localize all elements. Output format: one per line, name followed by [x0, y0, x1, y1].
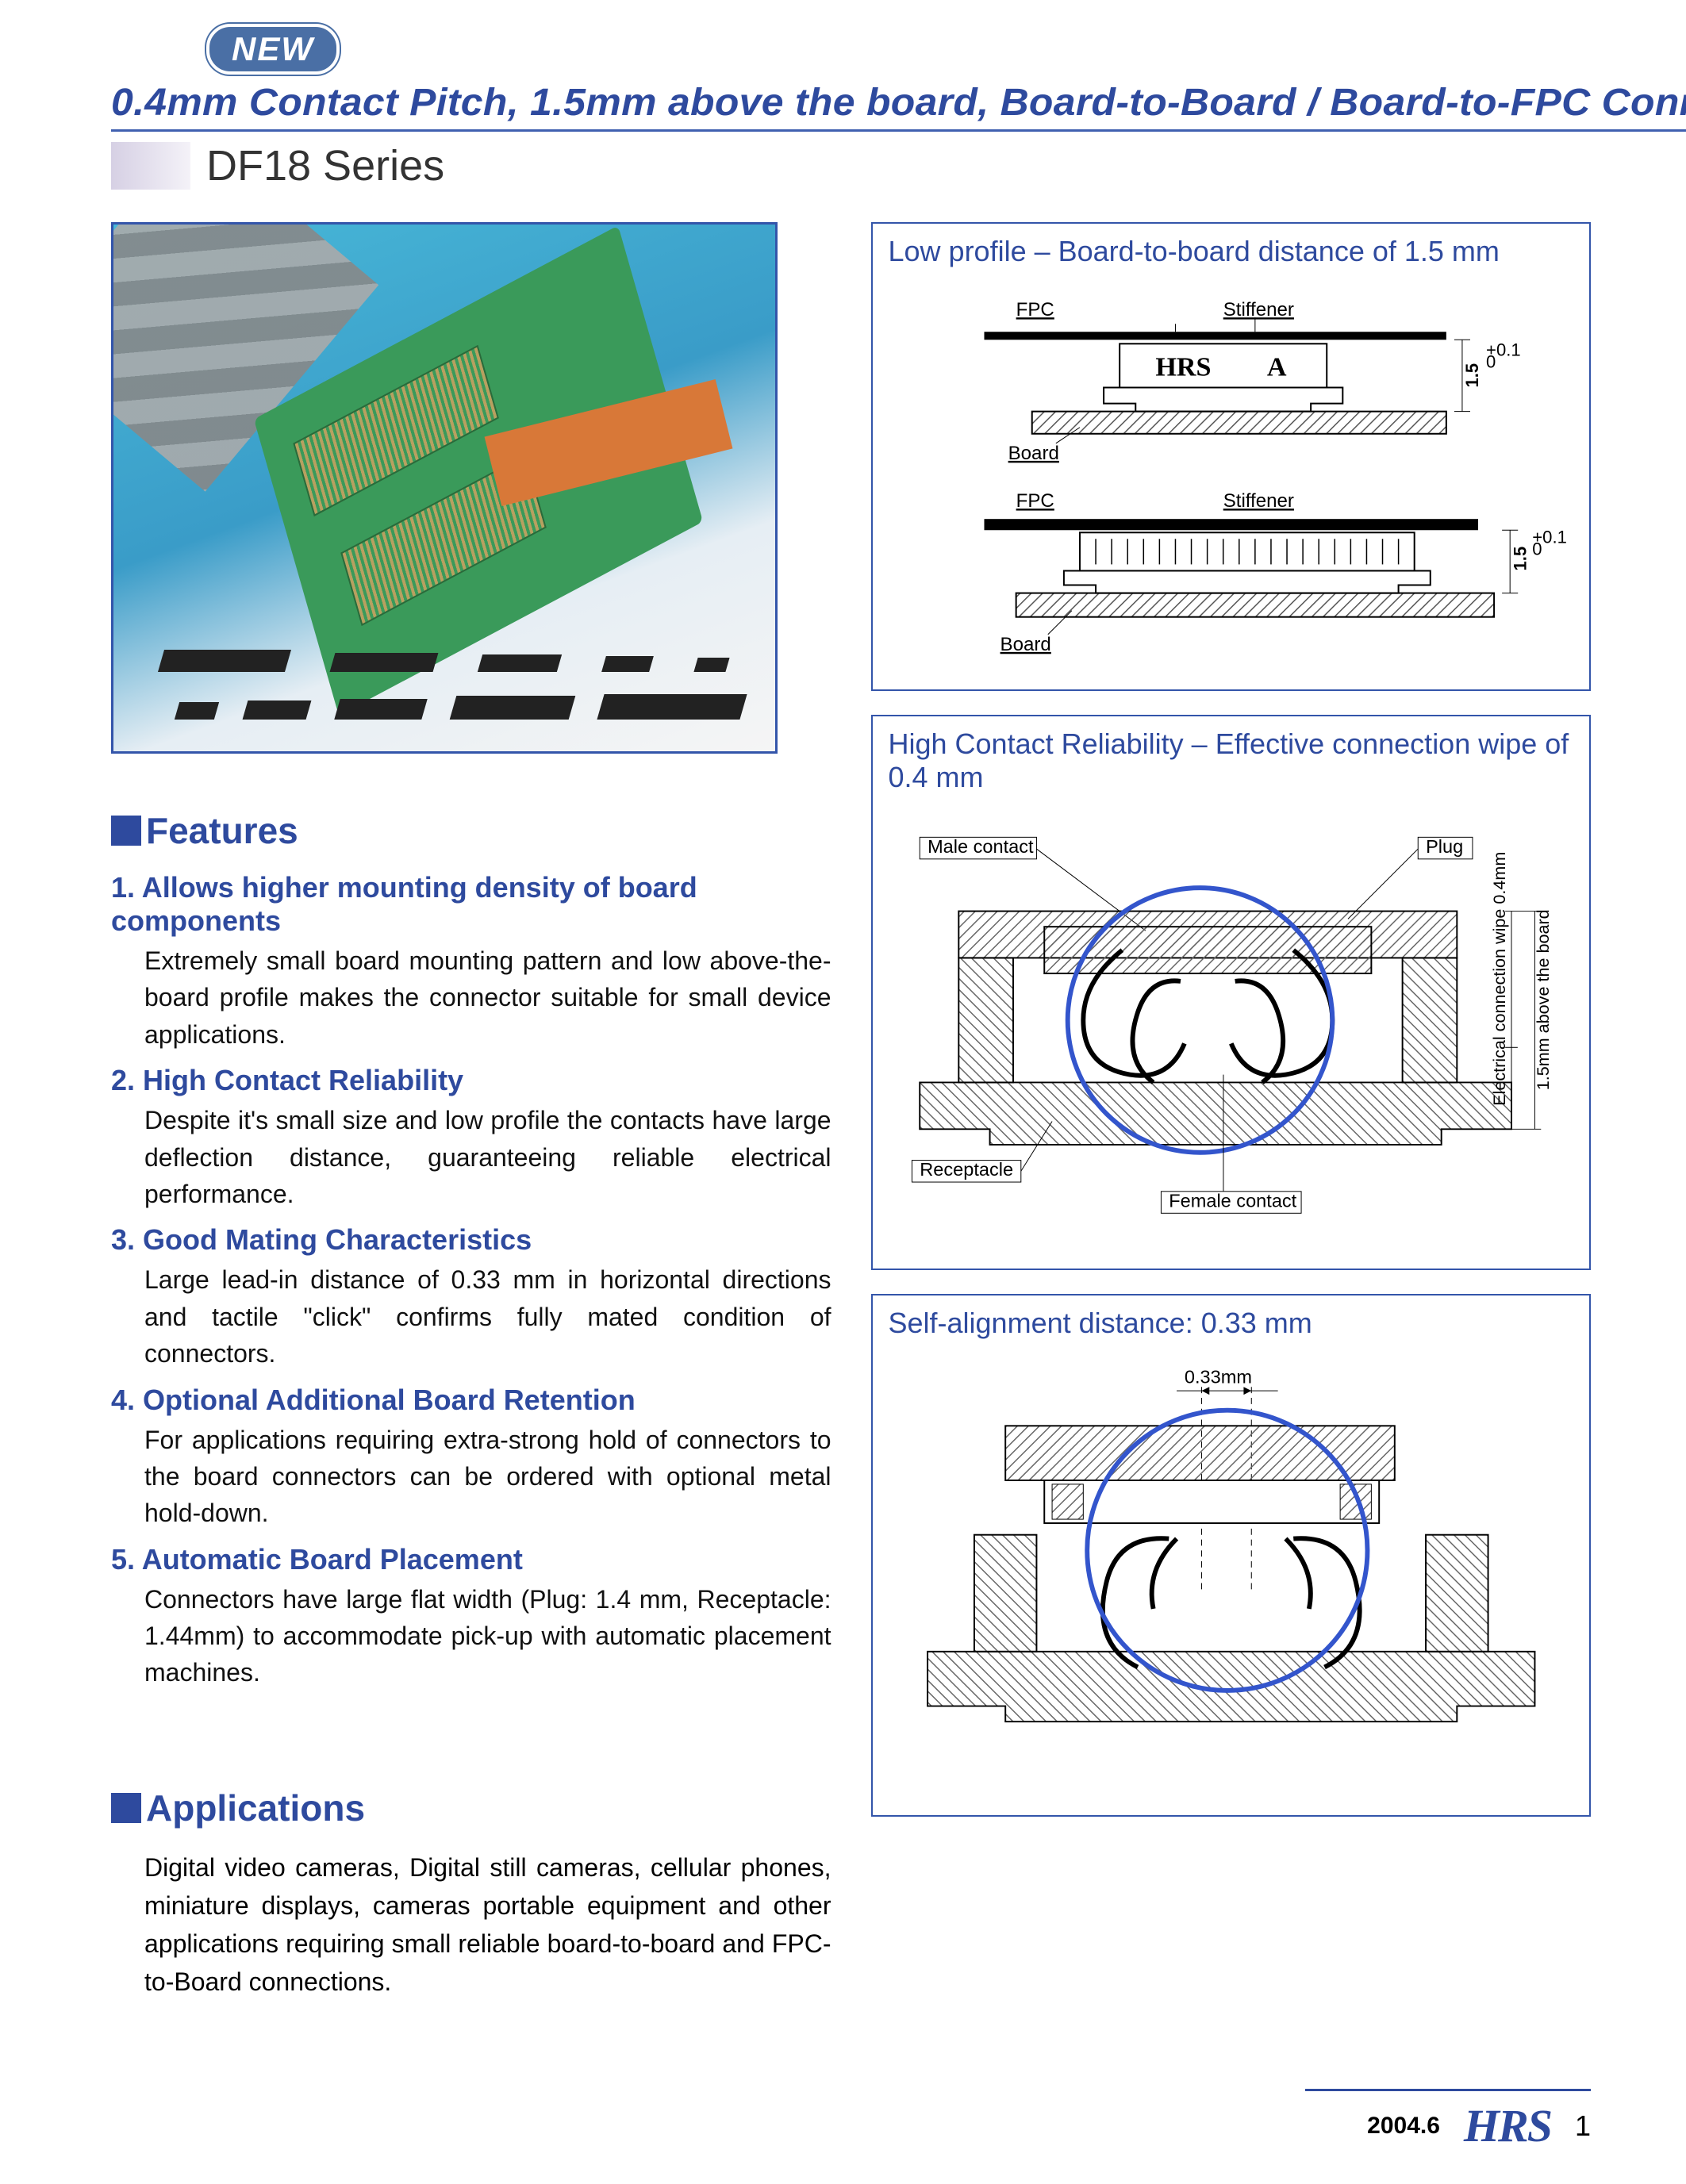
- feature-item: 5. Automatic Board Placement Connectors …: [111, 1543, 831, 1691]
- svg-text:Stiffener: Stiffener: [1223, 299, 1293, 320]
- hrs-logo: HRS: [1464, 2099, 1551, 2152]
- svg-text:Electrical connection wipe 0.4: Electrical connection wipe 0.4mm: [1489, 852, 1509, 1106]
- feature-num: 3.: [111, 1223, 135, 1256]
- page-title: 0.4mm Contact Pitch, 1.5mm above the boa…: [111, 81, 1686, 132]
- feature-num: 5.: [111, 1543, 135, 1576]
- svg-text:A: A: [1266, 352, 1286, 382]
- svg-text:Female contact: Female contact: [1169, 1190, 1296, 1211]
- feature-num: 1.: [111, 871, 135, 904]
- feature-num: 2.: [111, 1064, 135, 1096]
- svg-text:1.5: 1.5: [1462, 363, 1482, 388]
- footer-date: 2004.6: [1367, 2113, 1440, 2140]
- panel-selfalign: Self-alignment distance: 0.33 mm 0.33mm: [871, 1294, 1592, 1817]
- features-heading: Features: [146, 809, 298, 852]
- feature-title: High Contact Reliability: [143, 1064, 463, 1096]
- panel-title: Self-alignment distance: 0.33 mm: [889, 1307, 1574, 1340]
- svg-text:0: 0: [1532, 539, 1542, 558]
- page-footer: 2004.6 HRS 1: [1305, 2089, 1591, 2152]
- feature-item: 1. Allows higher mounting density of boa…: [111, 871, 831, 1053]
- feature-title: Optional Additional Board Retention: [143, 1384, 636, 1416]
- series-accent: [111, 142, 190, 190]
- feature-body: Despite it's small size and low profile …: [144, 1102, 831, 1212]
- svg-text:FPC: FPC: [1016, 490, 1054, 512]
- section-marker-icon: [111, 816, 141, 846]
- page-number: 1: [1575, 2109, 1591, 2143]
- svg-text:1.5mm above the board: 1.5mm above the board: [1533, 909, 1553, 1090]
- applications-heading: Applications: [146, 1787, 365, 1829]
- svg-text:Stiffener: Stiffener: [1223, 490, 1293, 512]
- product-photo: [111, 222, 778, 754]
- selfalign-diagram: 0.33mm: [889, 1356, 1574, 1792]
- panel-lowprofile: Low profile – Board-to-board distance of…: [871, 222, 1592, 691]
- svg-text:Board: Board: [1008, 443, 1058, 464]
- feature-title: Good Mating Characteristics: [143, 1223, 532, 1256]
- svg-text:FPC: FPC: [1016, 299, 1054, 320]
- feature-body: Large lead-in distance of 0.33 mm in hor…: [144, 1261, 831, 1372]
- series-name: DF18 Series: [206, 141, 444, 190]
- section-marker-icon: [111, 1793, 141, 1823]
- reliability-diagram: Male contact Plug: [889, 810, 1574, 1246]
- svg-text:Board: Board: [1000, 634, 1050, 655]
- feature-body: Connectors have large flat width (Plug: …: [144, 1581, 831, 1691]
- feature-item: 2. High Contact Reliability Despite it's…: [111, 1064, 831, 1212]
- feature-item: 3. Good Mating Characteristics Large lea…: [111, 1223, 831, 1372]
- feature-body: Extremely small board mounting pattern a…: [144, 942, 831, 1053]
- feature-num: 4.: [111, 1384, 135, 1416]
- svg-text:Male contact: Male contact: [927, 836, 1034, 857]
- new-badge: NEW: [206, 24, 340, 75]
- panel-title: High Contact Reliability – Effective con…: [889, 727, 1574, 794]
- feature-body: For applications requiring extra-strong …: [144, 1422, 831, 1532]
- svg-text:Receptacle: Receptacle: [920, 1159, 1013, 1180]
- panel-reliability: High Contact Reliability – Effective con…: [871, 715, 1592, 1271]
- feature-title: Automatic Board Placement: [142, 1543, 523, 1576]
- svg-text:1.5: 1.5: [1510, 547, 1530, 571]
- svg-text:HRS: HRS: [1155, 352, 1211, 382]
- title-bar: 0.4mm Contact Pitch, 1.5mm above the boa…: [111, 81, 1591, 190]
- svg-text:Plug: Plug: [1426, 836, 1463, 857]
- svg-text:0: 0: [1486, 351, 1496, 371]
- feature-item: 4. Optional Additional Board Retention F…: [111, 1384, 831, 1532]
- svg-text:0.33mm: 0.33mm: [1184, 1367, 1251, 1388]
- lowprofile-diagram: FPC Stiffener HRS A Bo: [889, 284, 1574, 666]
- feature-title: Allows higher mounting density of board …: [111, 871, 697, 937]
- applications-body: Digital video cameras, Digital still cam…: [144, 1848, 831, 2001]
- panel-title: Low profile – Board-to-board distance of…: [889, 235, 1574, 268]
